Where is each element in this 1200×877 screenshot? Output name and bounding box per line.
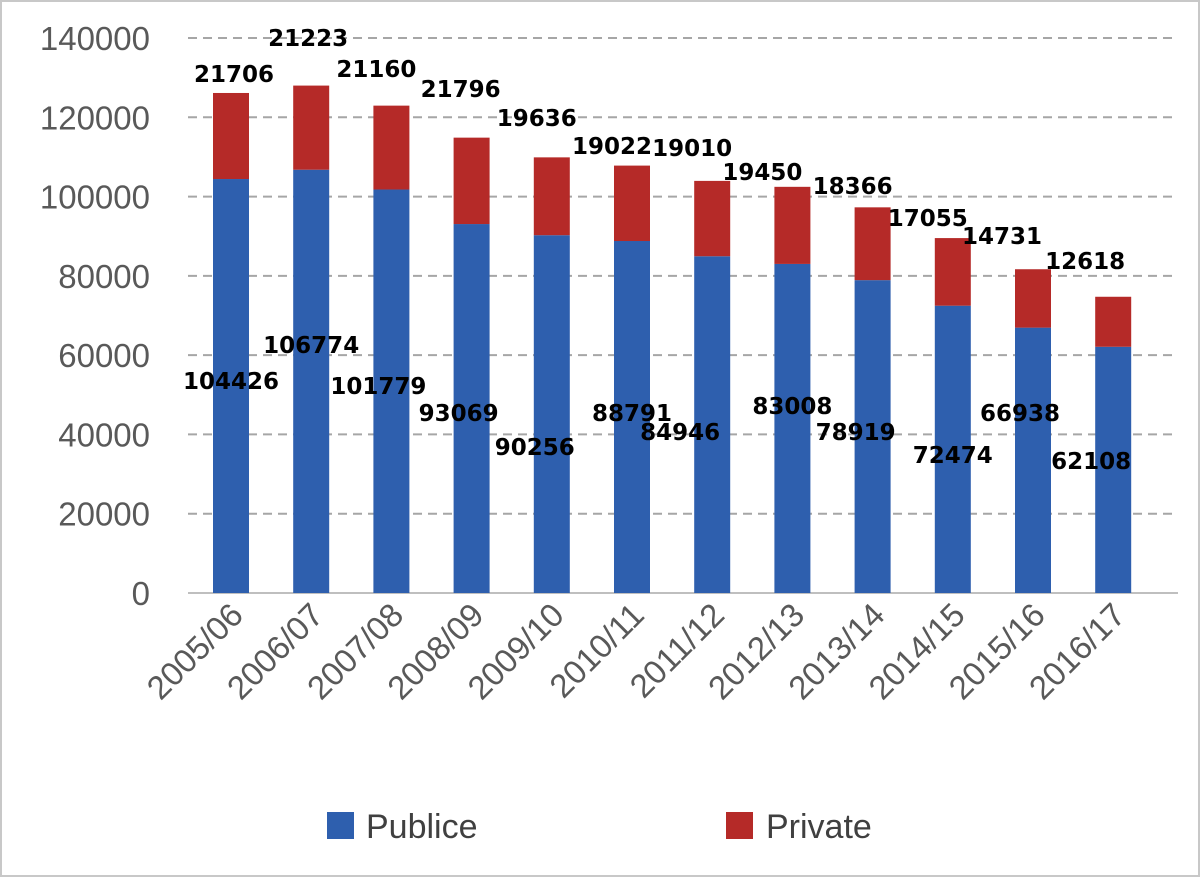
bar-private (854, 207, 891, 281)
bar-publice (453, 224, 490, 593)
data-label-private: 19636 (497, 106, 577, 132)
data-label-private: 17055 (888, 206, 968, 232)
x-axis-ticks: 2005/062006/072007/082008/092009/102010/… (139, 596, 1132, 707)
legend-label: Publice (366, 808, 478, 846)
data-labels: 104426 21706 106774 21223 101779 21160 93069 21… (183, 26, 1131, 475)
gridlines (188, 37, 1178, 594)
legend-label: Private (766, 808, 872, 846)
data-label-publice: 104426 (183, 369, 279, 395)
bar-publice (213, 179, 249, 593)
bar-publice (1015, 327, 1051, 593)
y-tick-label: 100000 (40, 179, 150, 216)
bars (213, 85, 1132, 594)
data-label-private: 12618 (1045, 249, 1125, 275)
data-label-publice: 83008 (752, 394, 832, 420)
bar-publice (694, 256, 731, 593)
data-label-private: 19022 (572, 134, 652, 160)
legend-swatch (327, 812, 354, 839)
data-label-private: 21706 (194, 62, 274, 88)
bar-publice (1095, 346, 1132, 593)
bar-private (293, 85, 330, 170)
bar-publice (614, 241, 650, 593)
y-tick-label: 120000 (40, 99, 150, 136)
y-tick-label: 20000 (58, 496, 150, 533)
data-label-publice: 78919 (816, 420, 896, 446)
bar-private (1015, 269, 1051, 328)
legend-swatch (726, 812, 753, 839)
bar-publice (774, 263, 811, 593)
bar-publice (533, 235, 570, 593)
data-label-private: 21796 (421, 77, 501, 103)
data-label-private: 21223 (268, 26, 348, 52)
y-tick-label: 80000 (58, 258, 150, 295)
bar-private (614, 165, 650, 242)
data-label-publice: 88791 (592, 401, 672, 427)
bar-private (694, 180, 731, 257)
data-label-publice: 72474 (913, 443, 993, 469)
legend: Publice Private (327, 808, 872, 846)
data-label-publice: 84946 (640, 420, 720, 446)
data-label-private: 19010 (652, 136, 732, 162)
y-tick-label: 40000 (58, 416, 150, 453)
data-label-private: 18366 (813, 174, 893, 200)
data-label-private: 19450 (722, 160, 802, 186)
bar-publice (854, 280, 891, 593)
y-tick-label: 0 (132, 575, 150, 612)
bar-private (1095, 296, 1132, 347)
data-label-private: 21160 (336, 57, 416, 83)
y-tick-label: 140000 (40, 20, 150, 57)
bar-private (774, 186, 811, 264)
bar-private (373, 105, 410, 190)
y-axis-ticks: 0 20000 40000 60000 80000 100000 120000 140000 (40, 20, 150, 612)
data-label-publice: 66938 (980, 401, 1060, 427)
y-tick-label: 60000 (58, 337, 150, 374)
bar-private (213, 92, 249, 180)
bar-private (453, 137, 490, 225)
bar-publice (373, 189, 410, 593)
data-label-private: 14731 (962, 224, 1042, 250)
data-label-publice: 90256 (495, 435, 575, 461)
data-label-publice: 62108 (1051, 449, 1131, 475)
data-label-publice: 101779 (330, 374, 426, 400)
bar-publice (293, 169, 330, 594)
bar-private (533, 157, 570, 236)
data-label-publice: 93069 (419, 401, 499, 427)
bar-private (934, 238, 971, 306)
data-label-publice: 106774 (263, 333, 359, 359)
bar-publice (934, 305, 971, 593)
